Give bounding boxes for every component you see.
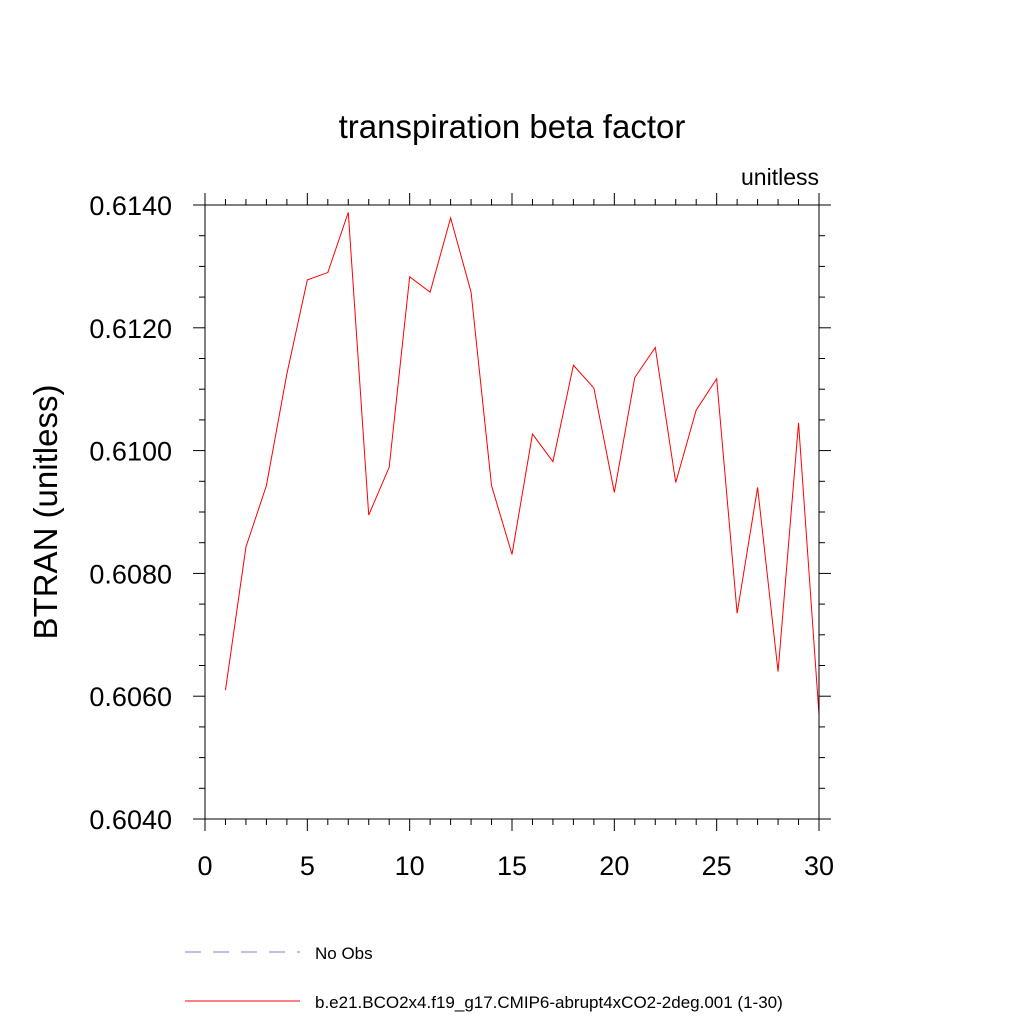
x-tick-label: 5 <box>300 851 315 881</box>
y-tick-labels: 0.6040 0.6060 0.6080 0.6100 0.6120 0.6140 <box>89 191 172 835</box>
x-tick-label: 30 <box>804 851 834 881</box>
chart-title: transpiration beta factor <box>339 108 686 145</box>
y-tick-label: 0.6140 <box>89 191 172 221</box>
series-layer <box>224 212 820 715</box>
x-tick-label: 20 <box>599 851 629 881</box>
y-tick-label: 0.6060 <box>89 682 172 712</box>
y-tick-label: 0.6120 <box>89 314 172 344</box>
x-tick-label: 10 <box>395 851 425 881</box>
x-tick-label: 15 <box>497 851 527 881</box>
x-tick-label: 25 <box>702 851 732 881</box>
legend-label: b.e21.BCO2x4.f19_g17.CMIP6-abrupt4xCO2-2… <box>315 993 783 1012</box>
y-tick-label: 0.6040 <box>89 805 172 835</box>
series-line <box>224 212 820 715</box>
y-axis-label: BTRAN (unitless) <box>27 385 64 640</box>
legend-label: No Obs <box>315 944 373 963</box>
x-tick-label: 0 <box>197 851 212 881</box>
x-tick-labels: 0 5 10 15 20 25 30 <box>197 851 834 881</box>
plot-frame <box>204 204 820 820</box>
y-tick-label: 0.6100 <box>89 437 172 467</box>
axis-ticks <box>193 193 831 831</box>
legend: No Obs b.e21.BCO2x4.f19_g17.CMIP6-abrupt4… <box>185 944 783 1012</box>
chart-subtitle-right: unitless <box>741 164 819 190</box>
y-tick-label: 0.6080 <box>89 559 172 589</box>
